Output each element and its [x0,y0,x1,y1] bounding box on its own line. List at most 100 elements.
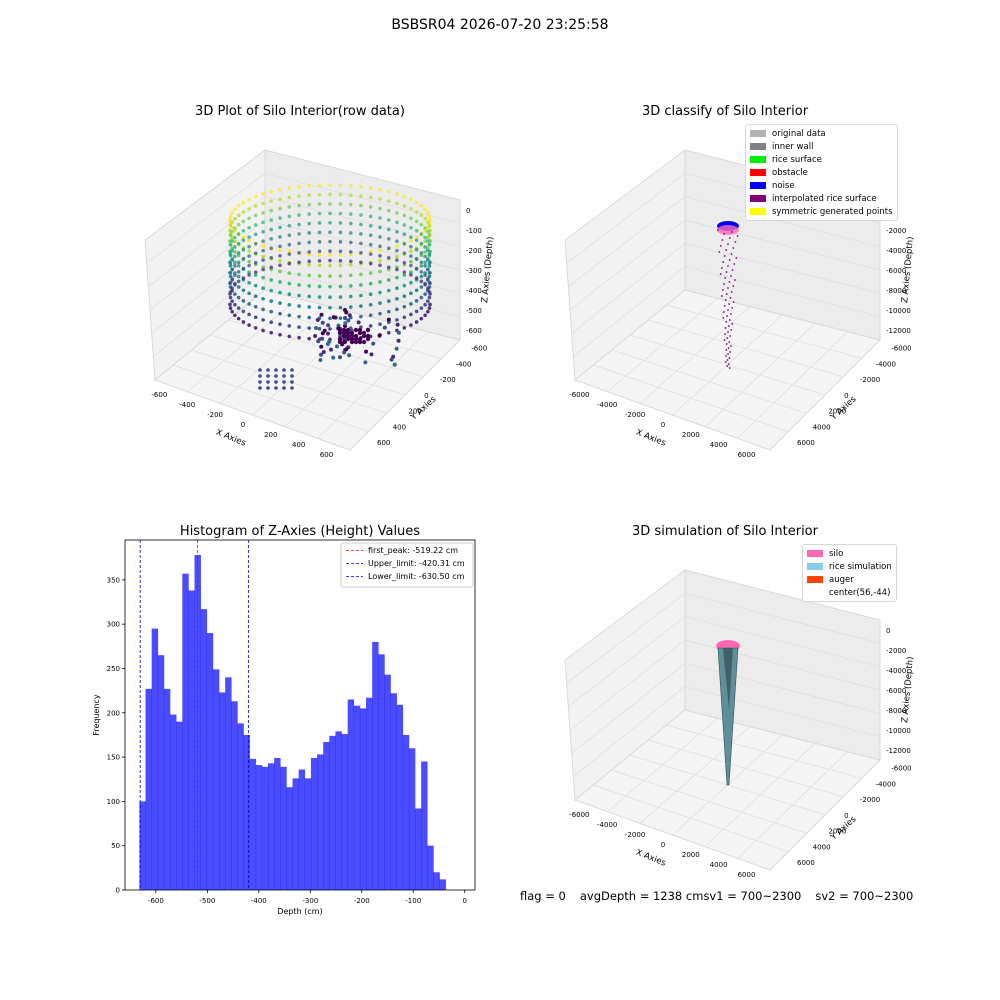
raw-point [347,313,352,318]
simulation-legend-item: center(56,-44) [807,586,892,599]
raw-point [269,237,274,241]
raw-point [278,263,282,268]
raw-grid [149,219,266,311]
raw-y-tick: -400 [456,360,472,368]
raw-point [409,235,413,240]
raw-point [247,302,251,306]
histogram-bar [206,633,214,890]
raw-point [319,312,324,317]
raw-point [261,267,265,272]
raw-point [307,262,312,267]
raw-point [365,336,371,342]
raw-point [386,255,391,260]
raw-point [419,264,424,268]
raw-point [233,235,237,240]
sim-y-tick: -4000 [876,780,896,788]
raw-point [269,299,274,303]
sim-x-tick: -4000 [597,821,617,829]
raw-point [378,263,382,268]
raw-point [228,280,233,285]
histogram-bar [280,766,287,890]
sim-z-tick: 0 [886,627,890,635]
raw-grid [146,173,266,264]
histogram-bar [219,692,226,890]
raw-point [368,242,373,247]
raw-point [359,283,363,287]
raw-point [236,264,241,268]
histogram-bar [292,778,299,890]
sim-y-tick: 2000 [828,828,846,836]
histogram-bar [249,758,257,890]
raw-point [328,183,332,187]
raw-point [338,258,343,263]
raw-point [266,380,270,384]
raw-y-tick: 400 [393,423,406,431]
raw-point [338,202,343,206]
raw-point [307,183,312,188]
interpolated-point [732,301,735,303]
raw-grid [151,243,266,334]
raw-point [241,247,246,252]
raw-point [236,251,241,255]
raw-point [247,312,251,317]
raw-point [274,368,278,372]
raw-point [395,258,399,262]
raw-point [253,273,258,277]
raw-point [377,333,382,338]
raw-point [233,254,237,259]
raw-point [233,260,237,265]
histogram-bar [225,677,232,890]
sim-x-label: X Axies [634,848,667,869]
interpolated-point [722,261,725,263]
raw-point [325,342,330,346]
interpolated-point [719,245,722,247]
raw-point [409,302,413,306]
classify-z-tick: -8000 [886,287,906,295]
histogram-bar [298,769,306,890]
raw-point [368,281,373,286]
raw-point [247,291,251,296]
raw-point [346,318,351,323]
interpolated-point [725,361,727,363]
raw-point [378,269,382,274]
raw-point [395,239,399,244]
raw-point [353,336,359,342]
raw-z-tick: -100 [466,227,482,235]
raw-y-tick: 0 [424,392,428,400]
y-axis-label: Frequency [92,694,101,736]
histogram-bar [176,721,183,890]
raw-point [348,212,353,216]
raw-point [228,223,233,228]
raw-point [241,210,246,214]
raw-point [365,327,371,333]
legend-swatch [750,143,766,150]
raw-point [338,211,343,216]
raw-point [409,207,413,211]
histogram-bar [396,704,404,890]
raw-point [269,246,274,251]
interpolated-point [729,237,731,239]
raw-z-label: Z Axies (Depth) [480,236,496,303]
sim-grid [573,686,686,777]
raw-point [348,193,353,198]
classify-legend-item: interpolated rice surface [750,192,893,205]
classify-y-tick: 2000 [828,408,846,416]
raw-point [328,305,332,310]
raw-point [395,307,399,312]
classify-legend-item: original data [750,127,893,140]
raw-point [233,229,237,233]
raw-point [378,254,382,258]
raw-point [287,242,292,247]
interpolated-point [730,253,733,255]
raw-point [368,324,373,328]
raw-point [345,336,351,342]
raw-point [241,235,246,240]
raw-point [395,220,399,225]
interpolated-point [729,297,732,299]
raw-point [378,197,382,201]
raw-point [338,274,343,278]
interpolated-point [723,283,725,285]
raw-point [247,259,251,264]
raw-point [247,238,251,243]
classify-x-tick: -2000 [625,411,645,419]
